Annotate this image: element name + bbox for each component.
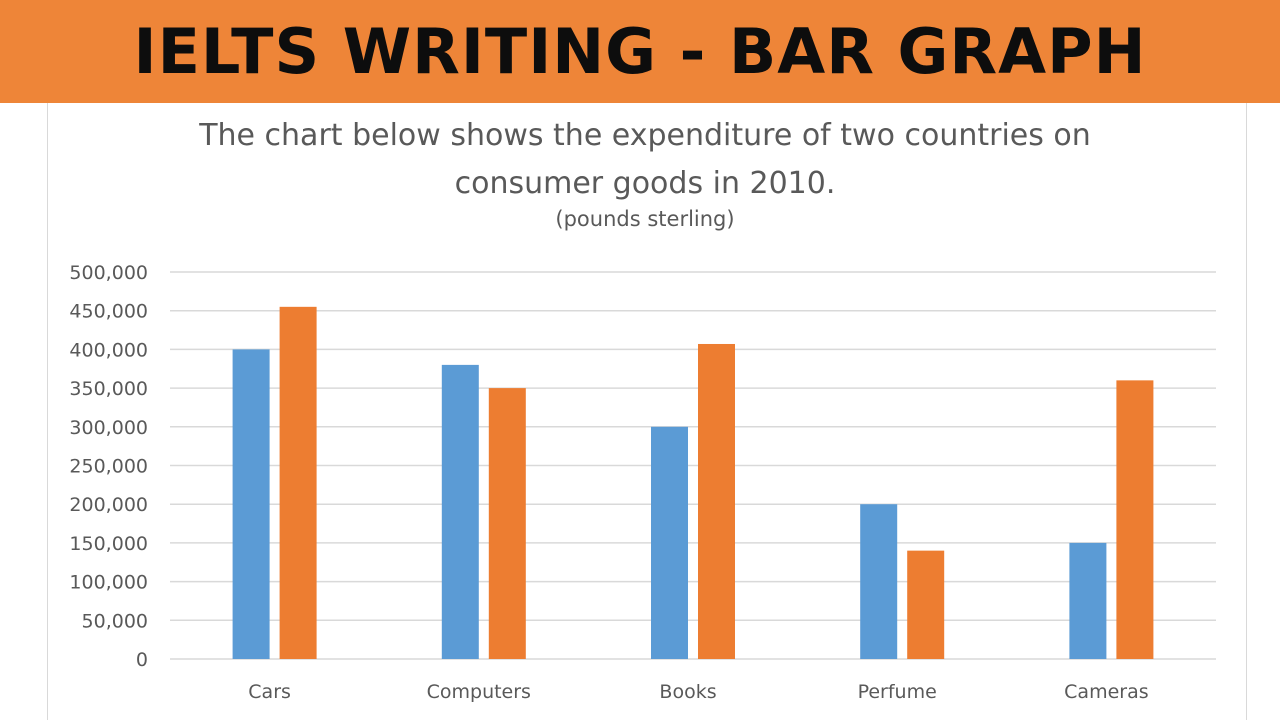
y-tick-label: 350,000 (69, 378, 148, 400)
bar-series-1-books (651, 426, 688, 659)
y-tick-label: 100,000 (69, 572, 148, 594)
bar-series-2-perfume (907, 550, 945, 659)
bar-series-1-cars (232, 349, 270, 659)
chart-subtitle: (pounds sterling) (555, 207, 735, 231)
y-tick-label: 500,000 (69, 262, 148, 284)
chart-title-line-2: consumer goods in 2010. (454, 166, 836, 201)
bars (232, 306, 1154, 659)
bar-series-2-cameras (1116, 380, 1154, 659)
x-tick-label: Cars (248, 681, 291, 703)
y-tick-label: 150,000 (69, 533, 148, 555)
bar-series-1-cameras (1069, 542, 1107, 659)
bar-series-2-cars (279, 306, 317, 659)
chart-title: The chart below shows the expenditure of… (0, 112, 1280, 208)
y-tick-label: 450,000 (69, 301, 148, 323)
y-tick-label: 0 (136, 649, 148, 671)
banner-title: IELTS WRITING - BAR GRAPH (133, 15, 1147, 88)
x-tick-label: Books (659, 681, 716, 703)
y-tick-label: 250,000 (69, 456, 148, 478)
bar-series-1-perfume (860, 504, 898, 659)
y-tick-label: 200,000 (69, 494, 148, 516)
grid-lines (170, 271, 1216, 660)
x-tick-label: Perfume (858, 681, 937, 703)
bar-series-1-computers (441, 364, 479, 659)
y-axis-ticks: 0 50,000 100,000 150,000 200,000 250,000 300,0… (69, 262, 148, 671)
chart-title-line-1: The chart below shows the expenditure of… (199, 118, 1091, 153)
bar-series-2-books (698, 343, 735, 659)
y-tick-label: 300,000 (69, 417, 148, 439)
y-tick-label: 400,000 (69, 339, 148, 361)
y-tick-label: 50,000 (82, 610, 148, 632)
bar-series-2-computers (488, 388, 526, 659)
x-axis-ticks: Cars Computers Books Perfume Cameras (248, 681, 1148, 703)
header-banner: IELTS WRITING - BAR GRAPH (0, 0, 1280, 103)
x-tick-label: Cameras (1064, 681, 1148, 703)
x-tick-label: Computers (427, 681, 531, 703)
